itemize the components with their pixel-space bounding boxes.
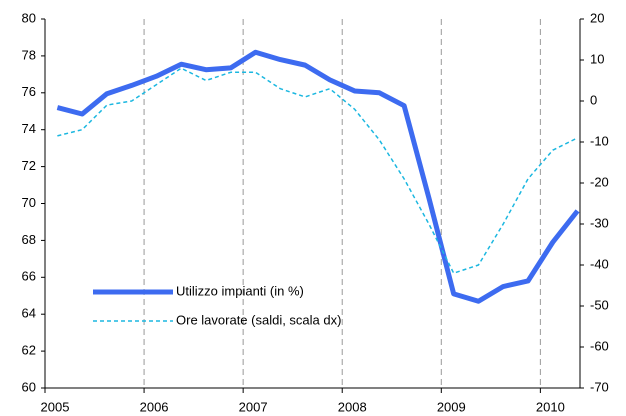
x-tick-label: 2010 xyxy=(536,399,565,414)
series-line xyxy=(56,49,580,304)
series-line xyxy=(57,67,578,274)
y2-tick-label: -70 xyxy=(590,379,609,394)
y-tick-label: 74 xyxy=(22,121,36,136)
y-tick-label: 60 xyxy=(22,379,36,394)
x-tick-label: 2006 xyxy=(140,399,169,414)
legend-label: Ore lavorate (saldi, scala dx) xyxy=(176,312,341,327)
y2-tick-label: 0 xyxy=(590,92,597,107)
x-tick-label: 2009 xyxy=(437,399,466,414)
y2-tick-label: 20 xyxy=(590,10,604,25)
y-tick-label: 68 xyxy=(22,232,36,247)
y2-tick-label: -50 xyxy=(590,297,609,312)
y2-tick-label: 10 xyxy=(590,51,604,66)
y-tick-label: 72 xyxy=(22,158,36,173)
legend-label: Utilizzo impianti (in %) xyxy=(176,283,304,298)
y-tick-label: 66 xyxy=(22,269,36,284)
y2-tick-label: -40 xyxy=(590,256,609,271)
y-tick-label: 76 xyxy=(22,84,36,99)
y-tick-label: 64 xyxy=(22,306,36,321)
y-tick-label: 62 xyxy=(22,343,36,358)
x-tick-label: 2007 xyxy=(239,399,268,414)
y2-tick-label: -20 xyxy=(590,174,609,189)
x-tick-label: 2005 xyxy=(41,399,70,414)
y-tick-label: 70 xyxy=(22,195,36,210)
x-tick-label: 2008 xyxy=(338,399,367,414)
y2-tick-label: -30 xyxy=(590,215,609,230)
y-tick-label: 80 xyxy=(22,10,36,25)
y2-tick-label: -60 xyxy=(590,338,609,353)
y2-tick-label: -10 xyxy=(590,133,609,148)
y-tick-label: 78 xyxy=(22,47,36,62)
